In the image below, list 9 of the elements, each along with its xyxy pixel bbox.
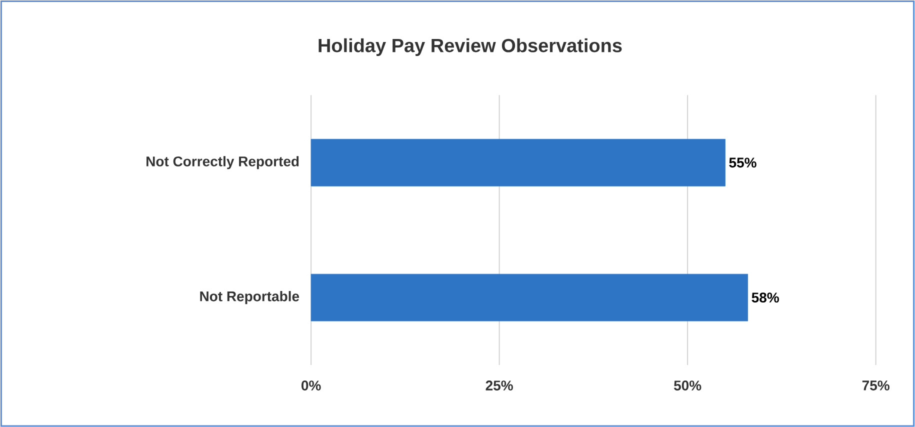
- x-tick-label: 0%: [302, 380, 321, 390]
- data-label: 55%: [729, 158, 756, 168]
- chart-title: Holiday Pay Review Observations: [318, 38, 622, 56]
- x-tick-label: 75%: [862, 380, 890, 390]
- data-label: 58%: [752, 292, 779, 302]
- x-tick-label: 25%: [486, 380, 513, 390]
- y-tick-label: Not Correctly Reported: [146, 156, 299, 170]
- y-tick-label: Not Reportable: [200, 290, 300, 304]
- x-tick-label: 50%: [674, 380, 702, 390]
